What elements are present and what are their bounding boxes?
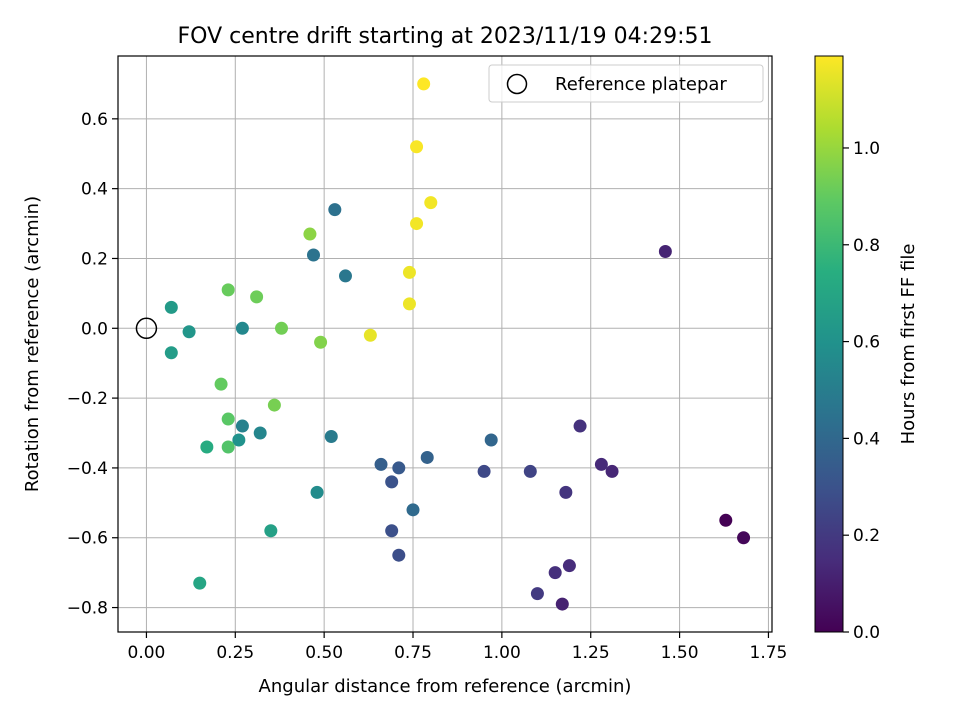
y-tick-label: 0.4 xyxy=(81,180,108,200)
scatter-point xyxy=(477,464,491,478)
colorbar-tick-label: 0.8 xyxy=(853,236,880,256)
scatter-point xyxy=(392,461,406,475)
x-tick-label: 1.00 xyxy=(483,643,521,663)
reference-marker xyxy=(135,317,158,340)
scatter-point xyxy=(267,398,281,412)
y-tick-label: 0.2 xyxy=(81,249,108,269)
scatter-point xyxy=(363,328,377,342)
x-tick-label: 0.25 xyxy=(216,643,254,663)
scatter-point xyxy=(164,346,178,360)
y-tick-label: 0.0 xyxy=(81,319,108,339)
colorbar-label: Hours from first FF file xyxy=(898,244,919,445)
colorbar-gradient xyxy=(814,55,844,633)
x-tick-label: 0.00 xyxy=(128,643,166,663)
scatter-point xyxy=(250,290,264,304)
scatter-point xyxy=(402,297,416,311)
scatter-point xyxy=(484,433,498,447)
scatter-point xyxy=(605,464,619,478)
y-axis-ticks: −0.8 −0.6 −0.4 −0.2 0.0 0.2 0.4 0.6 xyxy=(67,110,118,619)
x-tick-label: 0.75 xyxy=(394,643,432,663)
colorbar-tick-label: 0.4 xyxy=(853,429,880,449)
scatter-point xyxy=(562,559,576,573)
scatter-point xyxy=(420,450,434,464)
x-tick-label: 0.50 xyxy=(305,643,343,663)
plot-frame xyxy=(117,55,773,633)
scatter-point xyxy=(559,485,573,499)
scatter-point xyxy=(555,597,569,611)
scatter-point xyxy=(406,503,420,517)
colorbar-tick-label: 0.6 xyxy=(853,333,880,353)
scatter-point xyxy=(221,283,235,297)
scatter-point xyxy=(324,430,338,444)
scatter-point xyxy=(193,576,207,590)
scatter-point xyxy=(303,227,317,241)
scatter-point xyxy=(314,335,328,349)
x-axis-ticks: 0.00 0.25 0.50 0.75 1.00 1.25 1.50 1.75 xyxy=(128,632,788,663)
scatter-point xyxy=(523,464,537,478)
x-tick-label: 1.25 xyxy=(572,643,610,663)
colorbar-tick-label: 0.2 xyxy=(853,526,880,546)
scatter-point xyxy=(221,440,235,454)
scatter-point xyxy=(232,433,246,447)
legend-label: Reference platepar xyxy=(555,74,727,95)
scatter-point xyxy=(402,265,416,279)
y-tick-label: −0.2 xyxy=(67,389,108,409)
scatter-point xyxy=(221,412,235,426)
colorbar-ticks: 0.0 0.2 0.4 0.6 0.8 1.0 xyxy=(843,139,880,643)
scatter-point xyxy=(310,485,324,499)
scatter-point xyxy=(573,419,587,433)
scatter-point xyxy=(214,377,228,391)
x-tick-label: 1.75 xyxy=(750,643,788,663)
scatter-point xyxy=(374,457,388,471)
legend-marker xyxy=(506,73,528,95)
scatter-point xyxy=(275,321,288,335)
legend-box xyxy=(488,64,764,103)
scatter-point xyxy=(410,140,424,154)
scatter-point xyxy=(424,196,438,210)
y-tick-label: −0.8 xyxy=(67,599,108,619)
scatter-point xyxy=(392,548,406,562)
scatter-point xyxy=(658,244,672,258)
colorbar: 0.0 0.2 0.4 0.6 0.8 1.0 Hours from first FF f… xyxy=(814,55,919,643)
scatter-point xyxy=(182,325,196,339)
scatter-point xyxy=(594,457,608,471)
colorbar-tick-label: 1.0 xyxy=(853,139,880,159)
scatter-point xyxy=(200,440,214,454)
scatter-point xyxy=(164,300,178,314)
chart-title: FOV centre drift starting at 2023/11/19 … xyxy=(178,24,713,49)
scatter-point xyxy=(737,531,751,545)
scatter-point xyxy=(306,248,320,262)
scatter-point xyxy=(548,566,562,580)
scatter-point xyxy=(719,513,733,527)
scatter-point xyxy=(338,269,352,283)
colorbar-tick-label: 0.0 xyxy=(853,623,880,643)
scatter-point xyxy=(235,419,249,433)
scatter-point xyxy=(417,77,431,91)
scatter-points xyxy=(164,77,751,611)
scatter-point xyxy=(385,524,399,538)
y-tick-label: 0.6 xyxy=(81,110,108,130)
scatter-point xyxy=(530,587,544,601)
scatter-point xyxy=(410,217,424,231)
grid-lines xyxy=(118,56,772,632)
y-axis-label: Rotation from reference (arcmin) xyxy=(22,196,43,492)
scatter-point xyxy=(328,203,342,217)
scatter-point xyxy=(253,426,267,440)
x-tick-label: 1.50 xyxy=(661,643,699,663)
reference-point xyxy=(135,317,158,340)
legend: Reference platepar xyxy=(488,64,764,103)
y-tick-label: −0.4 xyxy=(67,459,108,479)
x-axis-label: Angular distance from reference (arcmin) xyxy=(259,676,632,697)
scatter-point xyxy=(235,321,249,335)
y-tick-label: −0.6 xyxy=(67,529,108,549)
scatter-point xyxy=(264,524,278,538)
scatter-point xyxy=(385,475,399,489)
